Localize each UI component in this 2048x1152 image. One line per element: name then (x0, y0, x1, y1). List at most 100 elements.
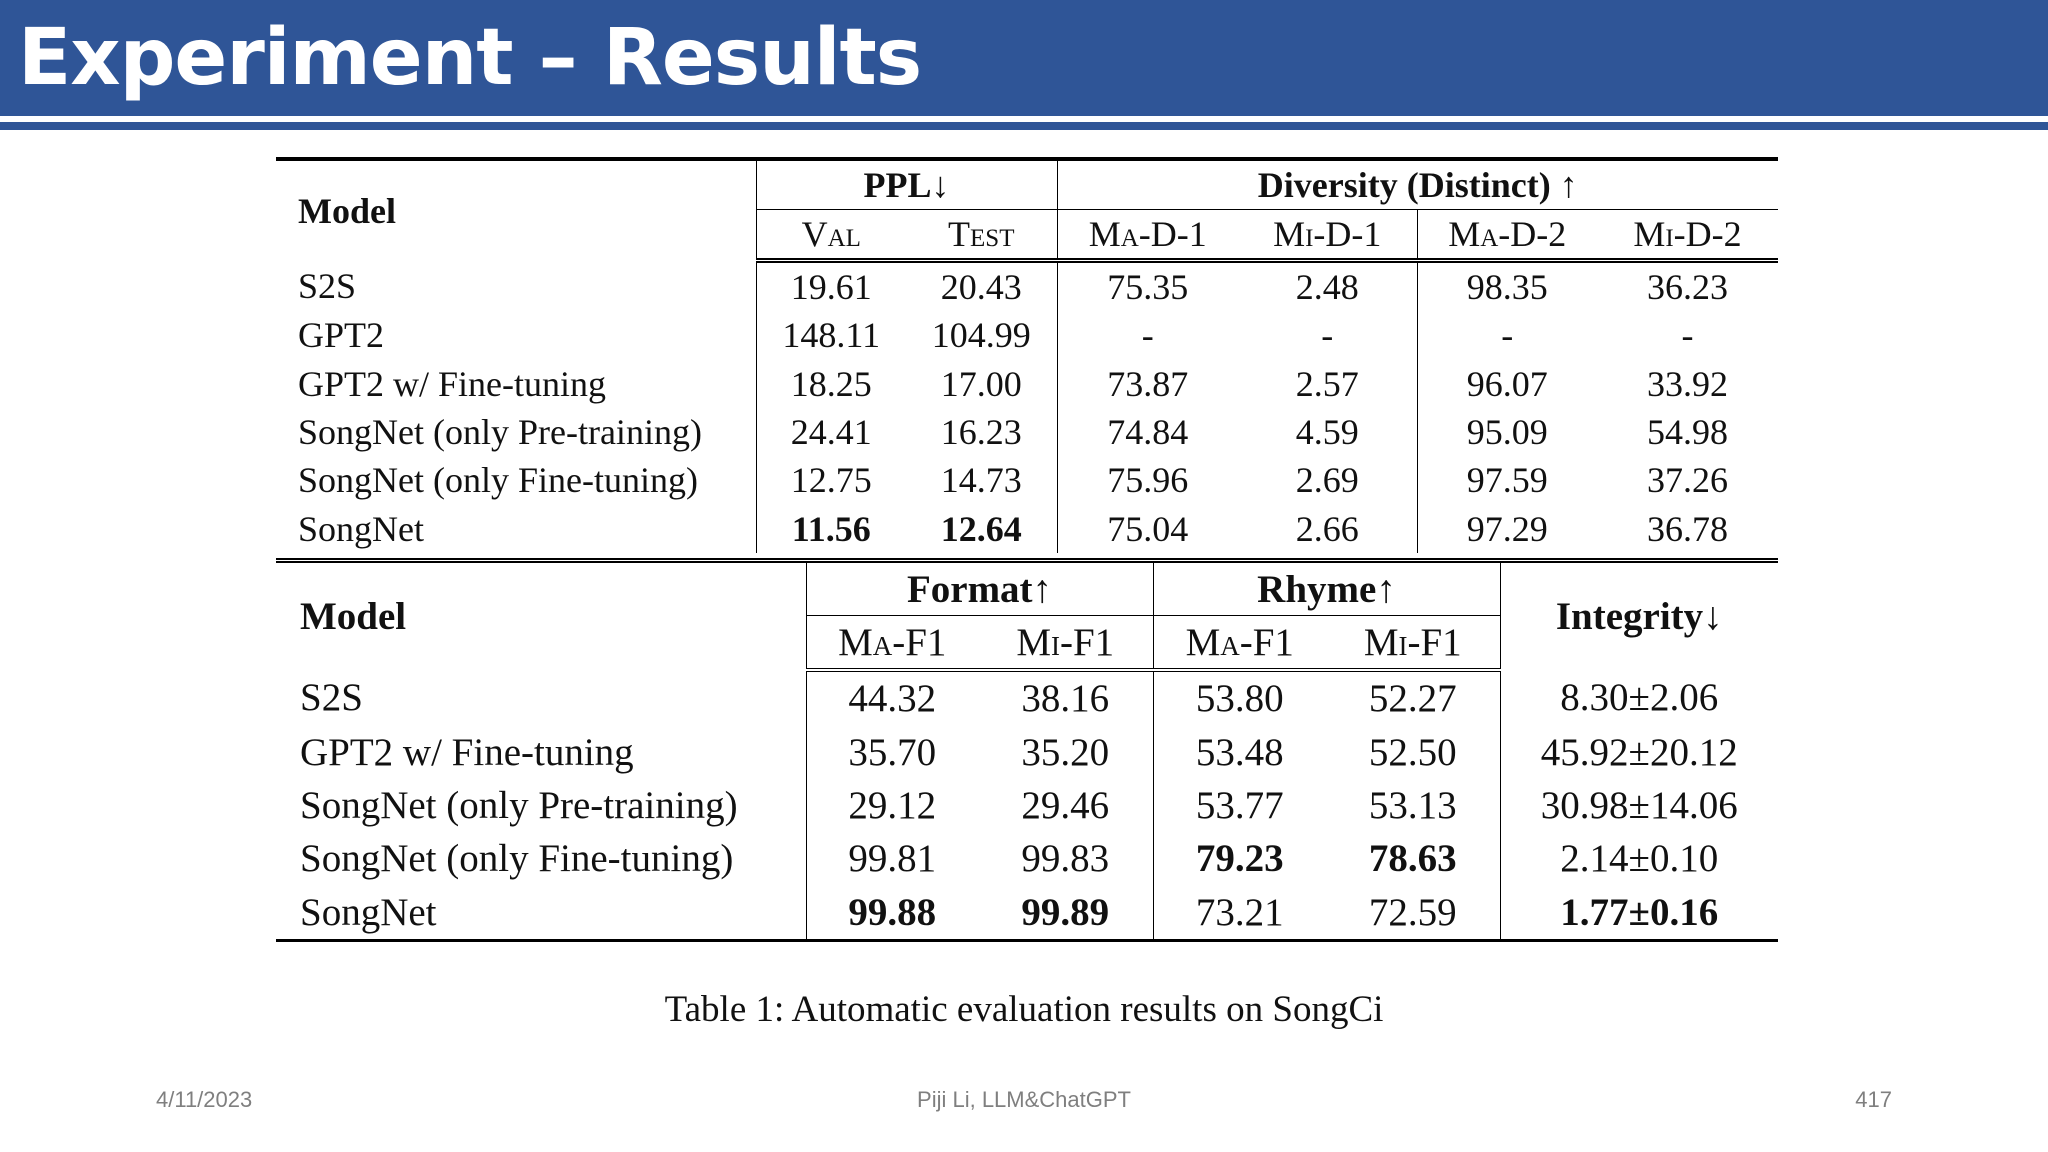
table-row: SongNet (only Fine-tuning) 12.75 14.73 7… (276, 456, 1778, 505)
cell: 96.07 (1466, 363, 1548, 404)
cell: 33.92 (1647, 363, 1728, 404)
cell: 52.50 (1326, 725, 1501, 779)
t1-ppl-header: PPL↓ (756, 159, 1058, 210)
cell: - (1141, 315, 1154, 356)
title-bar: Experiment – Results (0, 0, 2048, 116)
cell: 2.69 (1238, 456, 1418, 505)
cell: 16.23 (906, 407, 1058, 457)
t1-subheader: Val (756, 209, 906, 263)
model-name: SongNet (only Fine-tuning) (276, 832, 807, 886)
cell: 18.25 (790, 363, 872, 404)
model-name: S2S (276, 260, 757, 312)
footer-page-number: 417 (1855, 1087, 1892, 1112)
cell: 53.48 (1195, 730, 1284, 774)
t1-subheader: Ma-D-1 (1057, 209, 1238, 263)
cell: 73.21 (1153, 885, 1326, 942)
t1-diversity-header: Diversity (Distinct) ↑ (1257, 165, 1578, 205)
model-name: SongNet (only Pre-training) (276, 407, 757, 457)
title-divider-gap (0, 116, 2048, 122)
cell-best: 79.23 (1195, 837, 1284, 881)
table-row: S2S 44.32 38.16 53.80 52.27 8.30±2.06 (276, 670, 1778, 726)
cell: 73.87 (1107, 363, 1189, 404)
table-row: SongNet (only Fine-tuning) 99.81 99.83 7… (276, 832, 1778, 886)
table-row: SongNet (only Pre-training) 24.41 16.23 … (276, 407, 1778, 457)
t2-format-header: Format↑ (806, 560, 1154, 616)
cell: 14.73 (906, 456, 1058, 505)
cell-best: 99.89 (978, 885, 1154, 942)
t2-subheader: Mi-F1 (978, 615, 1154, 672)
cell-best: 99.88 (806, 885, 978, 942)
cell: 75.04 (1107, 508, 1189, 549)
cell: 4.59 (1238, 407, 1418, 457)
t1-subheader: Mi-D-2 (1597, 209, 1778, 263)
cell: 12.75 (790, 460, 872, 501)
model-name: S2S (276, 670, 807, 726)
t2-subheader: Ma-F1 (1153, 615, 1326, 672)
title-divider-line (0, 122, 2048, 130)
cell: 36.78 (1647, 508, 1728, 549)
cell-best: 78.63 (1326, 832, 1501, 886)
cell: 99.83 (978, 832, 1154, 886)
slide-title: Experiment – Results (18, 13, 922, 103)
cell: 29.46 (978, 778, 1154, 833)
cell: 37.26 (1647, 460, 1728, 501)
table-row: GPT2 148.11 104.99 - - - - (276, 311, 1778, 360)
cell: 8.30±2.06 (1560, 676, 1719, 720)
cell: - (1681, 315, 1694, 356)
ppl-diversity-table: Model PPL↓ Diversity (Distinct) ↑ Val Te… (276, 157, 1778, 553)
table-row: SongNet 99.88 99.89 73.21 72.59 1.77±0.1… (276, 885, 1778, 942)
cell: 104.99 (906, 311, 1058, 360)
t2-subheader: Mi-F1 (1326, 615, 1501, 672)
model-name: GPT2 (276, 311, 757, 360)
cell: 19.61 (790, 267, 872, 308)
cell-best: 11.56 (791, 508, 871, 549)
cell: 44.32 (848, 677, 937, 721)
cell: 29.12 (848, 783, 937, 827)
cell: - (1238, 311, 1418, 360)
t1-subheader: Test (906, 209, 1058, 263)
cell: 52.27 (1326, 670, 1501, 726)
table-caption: Table 1: Automatic evaluation results on… (664, 989, 1384, 1030)
t2-model-header: Model (276, 560, 807, 670)
cell: 2.57 (1238, 359, 1418, 408)
cell: 45.92±20.12 (1540, 730, 1738, 774)
table-row: S2S 19.61 20.43 75.35 2.48 98.35 36.23 (276, 260, 1778, 312)
t1-subheader: Mi-D-1 (1238, 209, 1418, 263)
format-rhyme-integrity-table: Model Format↑ Rhyme↑ Integrity↓ Ma-F1 Mi… (276, 558, 1778, 942)
cell: 98.35 (1466, 267, 1548, 308)
cell: 53.13 (1326, 778, 1501, 833)
model-name: SongNet (276, 885, 807, 942)
model-name: SongNet (276, 504, 757, 553)
cell: 38.16 (978, 670, 1154, 726)
model-name: GPT2 w/ Fine-tuning (276, 725, 807, 779)
t2-rhyme-header: Rhyme↑ (1153, 560, 1501, 616)
t2-integrity-header: Integrity↓ (1555, 595, 1723, 638)
cell: 20.43 (906, 260, 1058, 312)
cell-best: 12.64 (906, 504, 1058, 553)
cell: 35.20 (978, 725, 1154, 779)
cell: 53.80 (1195, 677, 1284, 721)
cell: 53.77 (1195, 783, 1284, 827)
table-row: SongNet 11.56 12.64 75.04 2.66 97.29 36.… (276, 504, 1778, 553)
cell: 54.98 (1647, 412, 1728, 453)
model-name: SongNet (only Pre-training) (276, 778, 807, 833)
cell: 148.11 (782, 315, 881, 356)
t1-model-header: Model (276, 159, 757, 261)
t2-subheader: Ma-F1 (806, 615, 978, 672)
cell: 97.59 (1466, 460, 1548, 501)
table-row: SongNet (only Pre-training) 29.12 29.46 … (276, 778, 1778, 833)
footer-date: 4/11/2023 (156, 1087, 253, 1112)
cell: 17.00 (906, 359, 1058, 408)
cell: 2.14±0.10 (1560, 837, 1719, 881)
cell: 36.23 (1647, 267, 1728, 308)
cell: 75.96 (1107, 460, 1189, 501)
cell: 35.70 (848, 730, 937, 774)
footer-author: Piji Li, LLM&ChatGPT (917, 1087, 1131, 1112)
table-row: GPT2 w/ Fine-tuning 18.25 17.00 73.87 2.… (276, 359, 1778, 408)
cell: 97.29 (1466, 508, 1548, 549)
cell: 2.66 (1238, 504, 1418, 553)
cell: 99.81 (848, 837, 937, 881)
model-name: GPT2 w/ Fine-tuning (276, 359, 757, 408)
cell: 24.41 (790, 412, 872, 453)
table-row: GPT2 w/ Fine-tuning 35.70 35.20 53.48 52… (276, 725, 1778, 779)
